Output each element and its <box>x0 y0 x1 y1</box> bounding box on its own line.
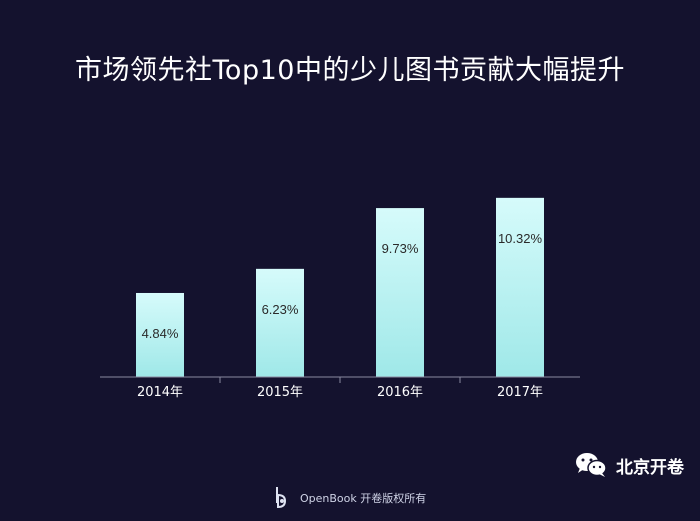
wechat-icon <box>576 453 607 477</box>
bar-2017年 <box>496 197 544 377</box>
wechat-watermark: 北京开卷 <box>574 451 684 479</box>
openbook-logo-icon <box>276 487 287 509</box>
data-label: 6.23% <box>262 302 299 317</box>
x-tick-label: 2016年 <box>377 385 423 400</box>
x-tick-label: 2017年 <box>497 385 543 400</box>
footer: OpenBook 开卷版权所有 <box>272 484 426 512</box>
bar-2014年 <box>136 292 184 377</box>
watermark-label: 北京开卷 <box>616 457 684 478</box>
footer-copyright: OpenBook 开卷版权所有 <box>300 492 427 505</box>
x-tick-label: 2014年 <box>137 385 183 400</box>
chart-title: 市场领先社Top10中的少儿图书贡献大幅提升 <box>75 55 625 86</box>
data-label: 10.32% <box>498 231 543 246</box>
x-tick-label: 2015年 <box>257 385 303 400</box>
bar-2015年 <box>256 268 304 377</box>
data-label: 9.73% <box>382 241 419 256</box>
bar-2016年 <box>376 208 424 377</box>
data-label: 4.84% <box>142 326 179 341</box>
